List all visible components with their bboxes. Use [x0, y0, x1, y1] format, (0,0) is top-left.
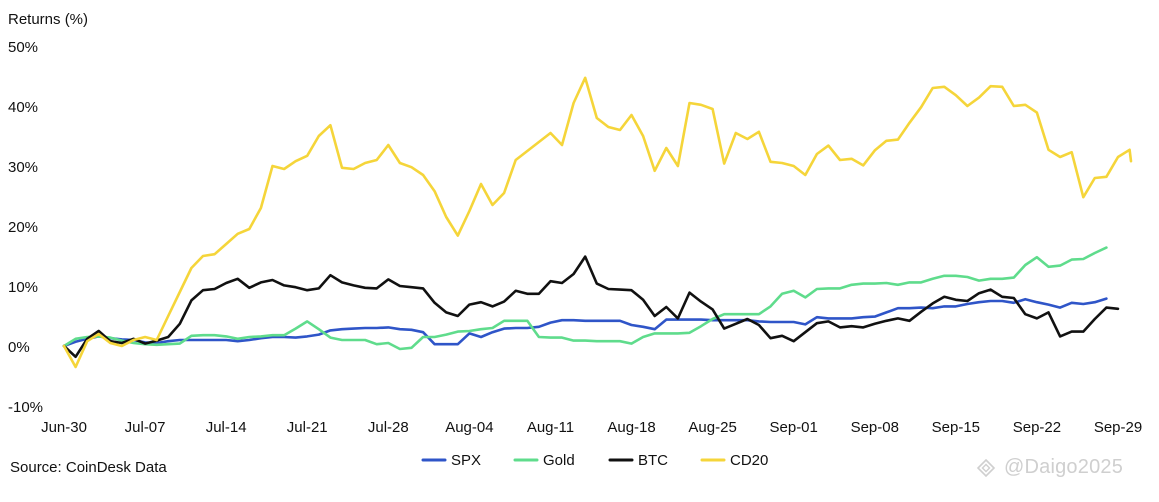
legend: SPX Gold BTC CD20: [421, 452, 768, 469]
legend-label: SPX: [451, 452, 481, 469]
y-axis-label: Returns (%): [8, 11, 88, 28]
legend-label: BTC: [638, 452, 668, 469]
x-tick-label: Aug-25: [688, 419, 736, 436]
y-tick-label: 10%: [8, 279, 38, 296]
x-tick-label: Aug-11: [527, 419, 574, 436]
legend-label: Gold: [543, 452, 575, 469]
x-tick-label: Jul-07: [125, 419, 166, 436]
legend-label: CD20: [730, 452, 768, 469]
y-tick-label: 40%: [8, 99, 38, 116]
legend-item-spx: SPX: [421, 452, 481, 469]
series-line-cd20: [62, 76, 1133, 369]
x-tick-label: Jul-28: [368, 419, 409, 436]
y-tick-label: 30%: [8, 159, 38, 176]
legend-item-btc: BTC: [608, 452, 668, 469]
watermark-text: @Daigo2025: [1004, 456, 1124, 478]
source-label: Source: CoinDesk Data: [10, 459, 167, 476]
x-tick-label: Jun-30: [41, 419, 87, 436]
y-tick-label: 50%: [8, 39, 38, 56]
x-tick-label: Sep-22: [1013, 419, 1061, 436]
y-tick-label: 0%: [8, 339, 30, 356]
x-tick-label: Sep-08: [851, 419, 899, 436]
x-tick-label: Jul-21: [287, 419, 328, 436]
y-axis-ticks: -10% 0% 10% 20% 30% 40% 50%: [8, 39, 43, 416]
y-tick-label: -10%: [8, 399, 43, 416]
x-tick-label: Sep-01: [770, 419, 818, 436]
x-tick-label: Aug-04: [445, 419, 493, 436]
legend-item-gold: Gold: [513, 452, 575, 469]
x-axis-ticks: Jun-30 Jul-07 Jul-14 Jul-21 Jul-28 Aug-04 Aug-…: [41, 419, 1142, 436]
y-tick-label: 20%: [8, 219, 38, 236]
series-line-btc: [62, 255, 1120, 359]
legend-item-cd20: CD20: [700, 452, 768, 469]
series-lines: [62, 76, 1133, 369]
series-line-spx: [62, 297, 1108, 348]
x-tick-label: Sep-15: [932, 419, 980, 436]
x-tick-label: Sep-29: [1094, 419, 1142, 436]
binance-square-icon: [976, 458, 996, 478]
x-tick-label: Aug-18: [607, 419, 655, 436]
series-line-gold: [62, 246, 1108, 351]
x-tick-label: Jul-14: [206, 419, 247, 436]
